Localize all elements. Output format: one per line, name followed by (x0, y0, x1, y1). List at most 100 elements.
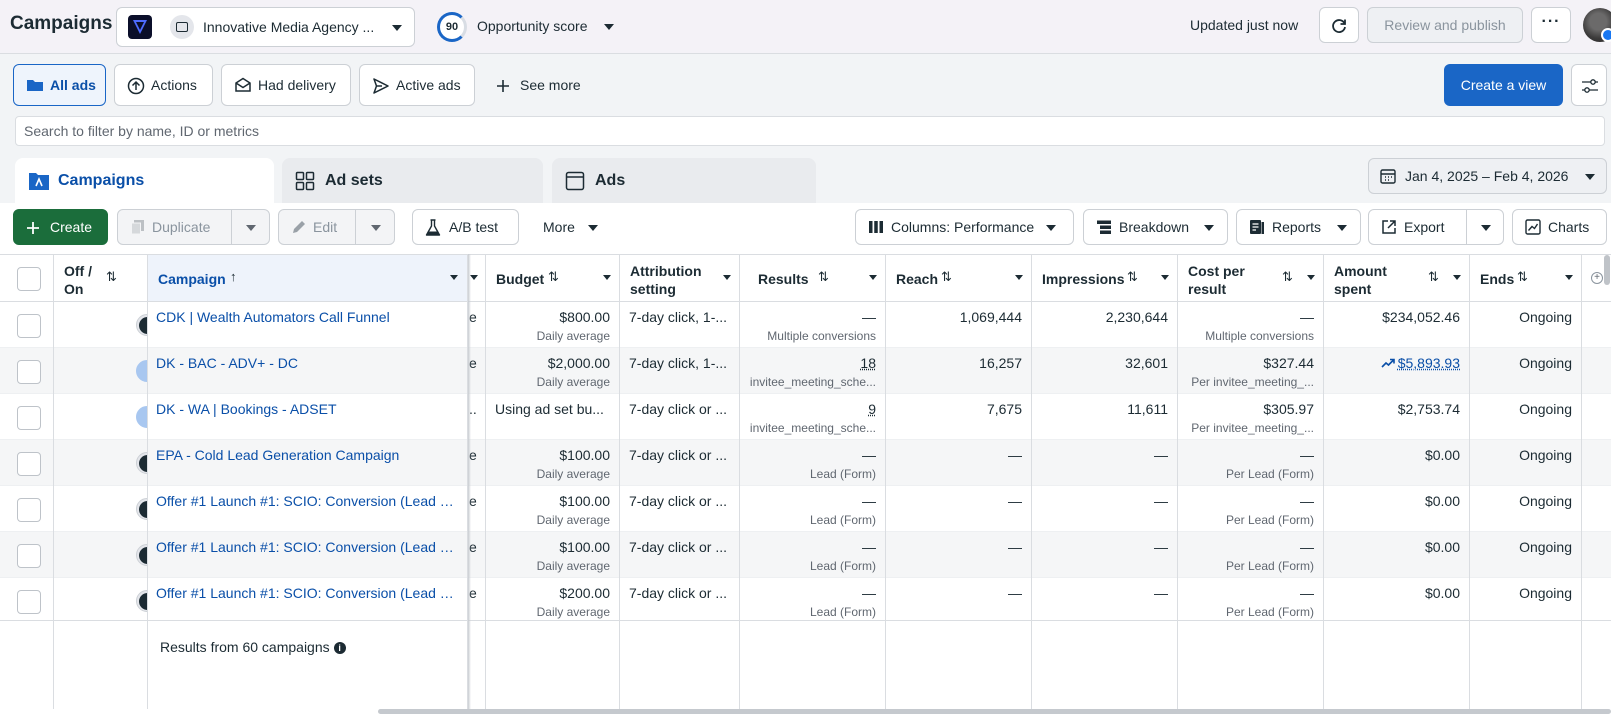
row-checkbox[interactable] (17, 360, 41, 384)
vertical-scrollbar[interactable] (1604, 255, 1610, 285)
table-row[interactable]: CDK | Wealth Automators Call Funnel e $800… (0, 302, 1611, 348)
campaign-toggle[interactable] (136, 544, 148, 566)
header-results[interactable]: Results ⇅ (740, 255, 886, 301)
chevron-down-icon[interactable] (1161, 275, 1169, 280)
select-all-checkbox[interactable] (17, 267, 41, 291)
actions-filter[interactable]: Actions (114, 64, 213, 106)
chevron-down-icon[interactable] (869, 275, 877, 280)
sort-icon[interactable]: ⇅ (818, 269, 829, 285)
chevron-down-icon[interactable] (603, 275, 611, 280)
review-and-publish-button[interactable]: Review and publish (1367, 7, 1523, 43)
campaign-name-link[interactable]: EPA - Cold Lead Generation Campaign (156, 447, 456, 463)
campaign-name-link[interactable]: Offer #1 Launch #1: SCIO: Conversion (Le… (156, 585, 456, 601)
campaign-name-link[interactable]: DK - WA | Bookings - ADSET (156, 401, 456, 417)
duplicate-button[interactable]: Duplicate (117, 209, 270, 245)
search-input[interactable] (15, 116, 1605, 146)
campaign-name-link[interactable]: CDK | Wealth Automators Call Funnel (156, 309, 456, 325)
customize-filters-button[interactable] (1571, 64, 1607, 106)
campaign-name-link[interactable]: Offer #1 Launch #1: SCIO: Conversion (Le… (156, 493, 456, 509)
opportunity-score-gauge[interactable]: 90 (437, 12, 467, 42)
row-checkbox[interactable] (17, 590, 41, 614)
campaign-toggle[interactable] (136, 314, 148, 336)
chevron-down-icon[interactable] (1481, 225, 1491, 231)
sort-icon[interactable]: ⇅ (1127, 269, 1138, 285)
row-checkbox[interactable] (17, 314, 41, 338)
cell-amount: $234,052.46 (1324, 302, 1470, 348)
sort-icon[interactable]: ⇅ (1428, 269, 1439, 285)
account-selector[interactable]: Innovative Media Agency ... (116, 7, 415, 47)
header-reach[interactable]: Reach ⇅ (886, 255, 1032, 301)
campaign-toggle[interactable] (136, 406, 148, 428)
horizontal-scrollbar[interactable] (378, 709, 1611, 714)
chevron-down-icon[interactable] (470, 275, 478, 280)
info-icon[interactable]: i (334, 642, 346, 654)
table-row[interactable]: Offer #1 Launch #1: SCIO: Conversion (Le… (0, 486, 1611, 532)
table-row[interactable]: DK - WA | Bookings - ADSET.. Using ad set… (0, 394, 1611, 440)
ab-test-button[interactable]: A/B test (412, 209, 519, 245)
header-campaign[interactable]: Campaign ↑ (148, 255, 468, 301)
header-ends[interactable]: Ends ⇅ (1470, 255, 1582, 301)
chevron-down-icon[interactable] (1565, 275, 1573, 280)
header-off-on[interactable]: Off / On ⇅ (54, 255, 148, 301)
campaign-toggle[interactable] (136, 498, 148, 520)
all-ads-filter[interactable]: All ads (13, 64, 106, 106)
chevron-down-icon[interactable] (371, 225, 381, 231)
sort-icon[interactable]: ⇅ (1517, 269, 1528, 285)
table-row[interactable]: Offer #1 Launch #1: SCIO: Conversion (Le… (0, 532, 1611, 578)
opportunity-score-label[interactable]: Opportunity score (477, 18, 588, 34)
create-button[interactable]: Create (13, 209, 108, 245)
sort-icon[interactable]: ⇅ (548, 269, 559, 285)
header-impressions[interactable]: Impressions ⇅ (1032, 255, 1178, 301)
chevron-down-icon[interactable] (1307, 275, 1315, 280)
edit-button[interactable]: Edit (278, 209, 395, 245)
chevron-down-icon[interactable] (450, 275, 458, 280)
campaign-toggle[interactable] (136, 360, 148, 382)
campaign-toggle[interactable] (136, 452, 148, 474)
amount-spent-link[interactable]: $5,893.93 (1381, 355, 1460, 371)
campaign-name-link[interactable]: Offer #1 Launch #1: SCIO: Conversion (Le… (156, 539, 456, 555)
table-row[interactable]: Offer #1 Launch #1: SCIO: Conversion (Le… (0, 578, 1611, 624)
header-cost-per-result[interactable]: Cost per result ⇅ (1178, 255, 1324, 301)
tab-campaigns[interactable]: Campaigns (15, 158, 274, 206)
table-row[interactable]: DK - BAC - ADV+ - DC e $2,000.00 Daily aver… (0, 348, 1611, 394)
export-button[interactable]: Export (1368, 209, 1504, 245)
row-checkbox[interactable] (17, 452, 41, 476)
cell-reach: — (886, 578, 1032, 624)
sort-ascending-icon[interactable]: ↑ (230, 269, 237, 284)
tab-adsets[interactable]: Ad sets (282, 158, 543, 204)
avatar[interactable] (1583, 8, 1611, 42)
ends-value: Ongoing (1519, 401, 1572, 417)
chevron-down-icon[interactable] (723, 275, 731, 280)
ad-frame-icon (565, 171, 585, 191)
sort-icon[interactable]: ⇅ (1282, 269, 1293, 285)
header-budget[interactable]: Budget ⇅ (486, 255, 620, 301)
breakdown-button[interactable]: Breakdown (1083, 209, 1228, 245)
sort-icon[interactable]: ⇅ (941, 269, 952, 285)
more-button[interactable]: More (530, 209, 610, 245)
chevron-down-icon[interactable] (1015, 275, 1023, 280)
active-ads-filter[interactable]: Active ads (359, 64, 475, 106)
more-options-button[interactable]: ··· (1531, 7, 1571, 43)
chevron-down-icon[interactable] (604, 24, 614, 30)
create-view-button[interactable]: Create a view (1444, 64, 1563, 106)
row-checkbox[interactable] (17, 406, 41, 430)
charts-button[interactable]: Charts (1512, 209, 1607, 245)
see-more-filters-button[interactable]: See more (483, 64, 593, 106)
table-row[interactable]: EPA - Cold Lead Generation Campaign e $100… (0, 440, 1611, 486)
tab-ads[interactable]: Ads (552, 158, 816, 204)
had-delivery-filter[interactable]: Had delivery (221, 64, 351, 106)
row-checkbox[interactable] (17, 498, 41, 522)
sort-icon[interactable]: ⇅ (106, 269, 117, 285)
refresh-button[interactable] (1319, 7, 1359, 43)
campaign-name-link[interactable]: DK - BAC - ADV+ - DC (156, 355, 456, 371)
header-amount-spent[interactable]: Amount spent ⇅ (1324, 255, 1470, 301)
add-column-icon[interactable]: + (1591, 272, 1603, 284)
date-range-picker[interactable]: Jan 4, 2025 – Feb 4, 2026 (1368, 158, 1607, 194)
header-attribution[interactable]: Attribution setting (620, 255, 740, 301)
columns-button[interactable]: Columns: Performance (855, 209, 1074, 245)
chevron-down-icon[interactable] (246, 225, 256, 231)
chevron-down-icon[interactable] (1453, 275, 1461, 280)
campaign-toggle[interactable] (136, 590, 148, 612)
row-checkbox[interactable] (17, 544, 41, 568)
reports-button[interactable]: Reports (1236, 209, 1361, 245)
